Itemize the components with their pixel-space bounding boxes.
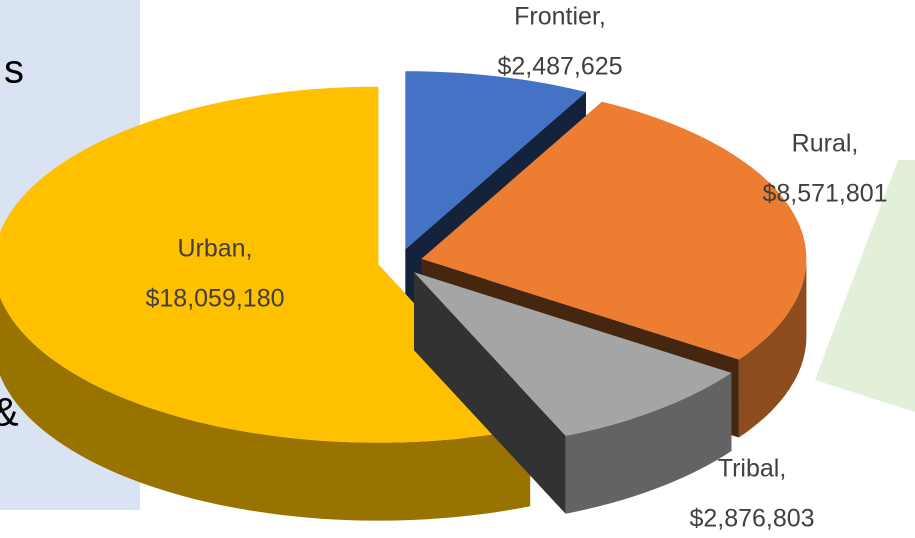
slice-wall	[565, 372, 732, 514]
pie	[0, 71, 807, 521]
data-label-name: Urban,	[177, 235, 252, 263]
data-label-name: Tribal,	[718, 455, 787, 483]
slice-wall	[738, 258, 807, 438]
panel-text: s	[4, 48, 24, 92]
slice	[0, 86, 531, 443]
slice	[405, 71, 586, 250]
data-label-name: Rural,	[792, 130, 859, 158]
slice	[421, 101, 807, 360]
data-label-value: $8,571,801	[762, 180, 887, 208]
data-label-value: $18,059,180	[145, 285, 284, 313]
panel-text: &	[0, 391, 19, 435]
slice-wall	[0, 297, 531, 521]
slice	[414, 272, 732, 436]
data-label-name: Frontier,	[514, 3, 606, 31]
arrow-shape	[815, 160, 915, 412]
slice-side	[414, 272, 566, 514]
data-label-value: $2,876,803	[689, 505, 814, 533]
data-label-value: $2,487,625	[497, 53, 622, 81]
